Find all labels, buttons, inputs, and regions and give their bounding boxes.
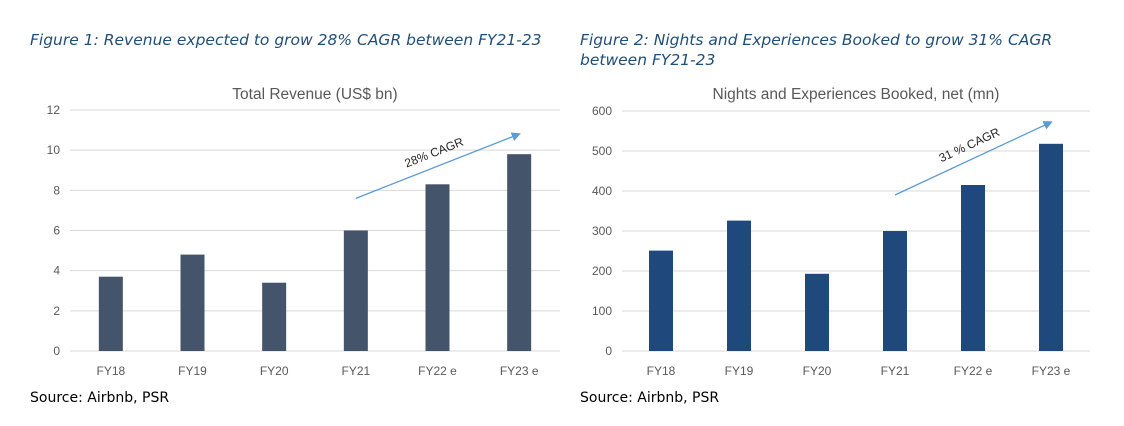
y-tick-label: 4 — [53, 264, 60, 278]
x-tick-label: FY19 — [725, 364, 754, 378]
x-tick-label: FY22 e — [418, 364, 457, 378]
bar — [727, 220, 751, 351]
x-tick-label: FY23 e — [500, 364, 539, 378]
x-tick-label: FY19 — [178, 364, 207, 378]
y-tick-label: 0 — [53, 344, 60, 358]
x-tick-label: FY18 — [647, 364, 676, 378]
y-tick-label: 6 — [53, 224, 60, 238]
cagr-arrow — [355, 132, 521, 199]
y-tick-label: 2 — [53, 304, 60, 318]
x-tick-label: FY21 — [881, 364, 910, 378]
y-tick-label: 8 — [53, 183, 60, 197]
figure-1-source: Source: Airbnb, PSR — [30, 390, 170, 406]
bar — [343, 230, 368, 351]
x-tick-label: FY20 — [803, 364, 832, 378]
y-tick-label: 300 — [592, 224, 612, 238]
bar — [883, 231, 907, 351]
bar — [507, 154, 532, 351]
y-tick-label: 0 — [605, 344, 612, 358]
y-tick-label: 12 — [47, 103, 61, 117]
bar — [262, 282, 287, 351]
bar — [1039, 143, 1063, 351]
x-tick-label: FY21 — [341, 364, 370, 378]
bar — [805, 273, 829, 351]
y-tick-label: 600 — [592, 104, 612, 118]
chart-title: Total Revenue (US$ bn) — [232, 86, 397, 103]
bar — [425, 184, 450, 351]
bar — [180, 254, 205, 351]
chart-title: Nights and Experiences Booked, net (mn) — [713, 86, 1000, 103]
revenue-chart: Total Revenue (US$ bn) 0 2 4 6 8 10 12 FY18 FY19 F… — [47, 86, 560, 378]
y-tick-label: 10 — [47, 143, 61, 157]
x-tick-label: FY22 e — [954, 364, 993, 378]
figure-2-source: Source: Airbnb, PSR — [580, 390, 720, 406]
cagr-arrow — [894, 121, 1053, 196]
x-tick-label: FY23 e — [1032, 364, 1071, 378]
y-tick-label: 400 — [592, 184, 612, 198]
figure-2-caption: Figure 2: Nights and Experiences Booked … — [580, 31, 1053, 69]
x-tick-label: FY18 — [96, 364, 125, 378]
bar — [961, 185, 985, 351]
bar — [649, 250, 673, 351]
y-tick-label: 100 — [592, 304, 612, 318]
y-tick-label: 500 — [592, 144, 612, 158]
cagr-label: 31 % CAGR — [937, 125, 1002, 165]
x-tick-label: FY20 — [260, 364, 289, 378]
nights-chart: Nights and Experiences Booked, net (mn) 0… — [592, 86, 1090, 378]
y-tick-label: 200 — [592, 264, 612, 278]
bar — [98, 276, 123, 351]
cagr-label: 28% CAGR — [403, 135, 466, 171]
figure-1-caption: Figure 1: Revenue expected to grow 28% C… — [30, 31, 542, 49]
